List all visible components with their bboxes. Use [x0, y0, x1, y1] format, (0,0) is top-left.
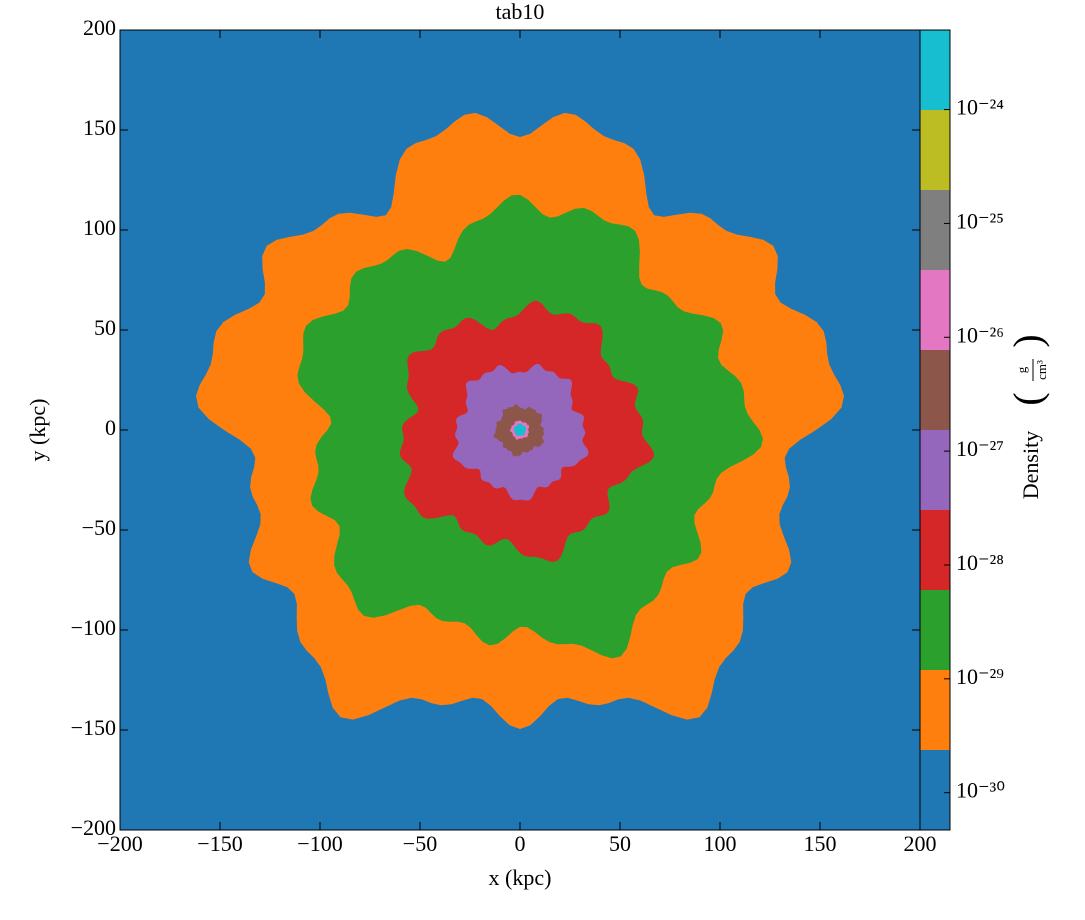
colorbar-segment	[920, 190, 950, 270]
chart-title: tab10	[496, 0, 545, 24]
y-axis-label: y (kpc)	[25, 399, 50, 462]
colorbar-tick-label: 10⁻³⁰	[956, 778, 1005, 803]
x-tick-label: −200	[97, 831, 142, 856]
colorbar-tick-label: 10⁻²⁴	[956, 95, 1004, 120]
colorbar-frame	[919, 29, 951, 831]
x-tick-label: 100	[704, 831, 737, 856]
colorbar-segment	[920, 30, 950, 110]
colorbar-segment	[920, 670, 950, 750]
x-tick-label: 200	[904, 831, 937, 856]
colorbar-label: Density	[1018, 431, 1043, 499]
colorbar-tick-label: 10⁻²⁵	[956, 208, 1004, 233]
x-axis-label: x (kpc)	[489, 865, 552, 890]
colorbar-tick-label: 10⁻²⁷	[956, 436, 1004, 461]
colorbar-segment	[920, 510, 950, 590]
plot-area	[120, 30, 920, 830]
x-tick-label: 150	[804, 831, 837, 856]
y-tick-label: −100	[71, 615, 116, 640]
colorbar-tick-label: 10⁻²⁸	[956, 550, 1004, 575]
axes: −200 −150 −100 −50 0 50 100 150 200 −200 −150 −100 −…	[71, 15, 1006, 856]
y-tick-label: −50	[82, 515, 116, 540]
y-tick-label: 100	[83, 215, 116, 240]
x-tick-label: 50	[609, 831, 631, 856]
x-tick-label: 0	[515, 831, 526, 856]
y-tick-label: −150	[71, 715, 116, 740]
y-tick-label: −200	[71, 815, 116, 840]
colorbar-tick-label: 10⁻²⁶	[956, 322, 1004, 347]
y-tick-label: 50	[94, 315, 116, 340]
unit-denominator: cm³	[1034, 360, 1049, 380]
paren: (	[1005, 392, 1050, 405]
y-tick-label: 0	[105, 415, 116, 440]
colorbar-tick-label: 10⁻²⁹	[956, 664, 1004, 689]
y-tick-label: 150	[83, 115, 116, 140]
colorbar-segment	[920, 750, 950, 830]
colorbar-segment	[920, 350, 950, 430]
colorbar-segment	[920, 110, 950, 190]
colorbar-unit: g cm³ ( )	[1005, 334, 1050, 405]
x-tick-label: −50	[403, 831, 437, 856]
paren: )	[1005, 334, 1050, 347]
colorbar-segment	[920, 590, 950, 670]
colorbar-segment	[920, 430, 950, 510]
y-tick-label: 200	[83, 15, 116, 40]
x-tick-label: −100	[297, 831, 342, 856]
density-region	[513, 423, 527, 437]
colorbar-segment	[920, 270, 950, 350]
unit-numerator: g	[1014, 366, 1029, 373]
x-tick-label: −150	[197, 831, 242, 856]
